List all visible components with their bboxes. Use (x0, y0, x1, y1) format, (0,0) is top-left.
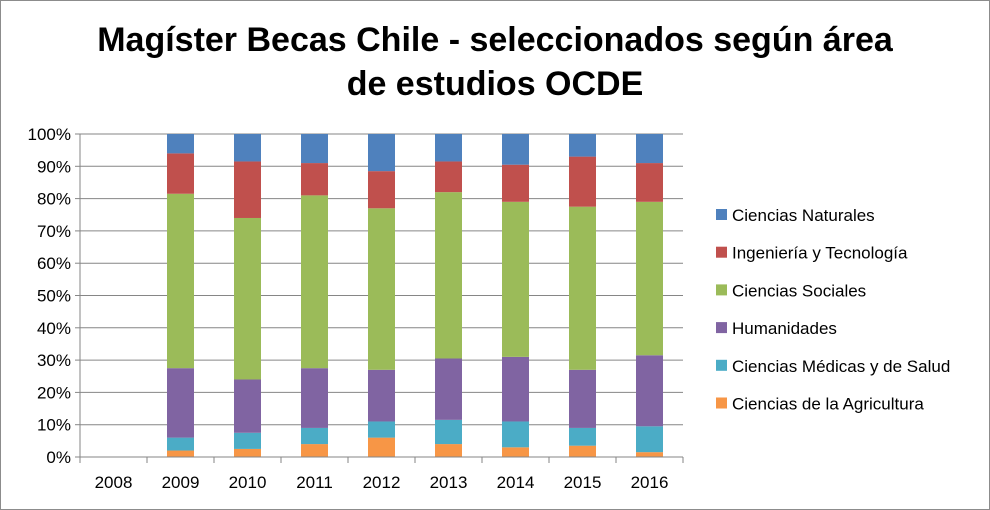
bar-segment (435, 192, 462, 359)
bar-segment (234, 432, 261, 449)
bar-segment (435, 358, 462, 420)
legend: Ciencias Naturales Ingeniería y Tecnologí… (716, 206, 950, 414)
bar-segment (234, 448, 261, 457)
y-tick-label: 100% (28, 125, 71, 144)
bar-segment (636, 201, 663, 356)
y-tick-label: 30% (37, 351, 71, 370)
bar-segment (502, 421, 529, 448)
legend-label: Humanidades (732, 319, 837, 338)
bar-segment (502, 447, 529, 457)
bar-segment (167, 368, 194, 438)
y-tick-label: 40% (37, 319, 71, 338)
y-tick-label: 0% (46, 448, 71, 467)
bar-segment (636, 163, 663, 202)
legend-label: Ciencias Sociales (732, 281, 866, 300)
x-tick-label: 2014 (497, 473, 535, 492)
chart-title-line-1: Magíster Becas Chile - seleccionados seg… (97, 21, 893, 59)
bar-segment (234, 134, 261, 162)
axes: 0% 10% 20% 30% 40% 50% 60% 70% 80% 90% 100% 2008 200… (28, 125, 684, 492)
y-tick-label: 20% (37, 383, 71, 402)
bar-segment (167, 153, 194, 194)
bar-segment (502, 134, 529, 165)
y-tick-label: 70% (37, 222, 71, 241)
bar-segment (435, 419, 462, 445)
x-tick-label: 2011 (296, 473, 333, 492)
bar-segment (368, 421, 395, 438)
bar-segment (636, 426, 663, 453)
legend-label: Ciencias Médicas y de Salud (732, 357, 950, 376)
bar-segment (368, 208, 395, 370)
legend-swatch (716, 246, 727, 258)
bar-segment (301, 195, 328, 369)
bar-segment (234, 379, 261, 433)
x-tick-label: 2016 (631, 473, 669, 492)
x-tick-label: 2008 (95, 473, 133, 492)
bar-segment (636, 452, 663, 457)
bar-segment (301, 427, 328, 445)
bar-segment (167, 437, 194, 451)
y-tick-label: 50% (37, 287, 71, 306)
bar-segment (435, 444, 462, 457)
bar-segment (167, 450, 194, 457)
legend-label: Ciencias Naturales (732, 206, 875, 225)
bar-segment (301, 134, 328, 164)
x-tick-label: 2009 (162, 473, 200, 492)
legend-label: Ciencias de la Agricultura (732, 395, 924, 414)
bar-segment (368, 369, 395, 422)
bar-segment (368, 134, 395, 172)
bar-segment (167, 134, 194, 154)
bar-segment (636, 134, 663, 164)
legend-swatch (716, 359, 727, 371)
legend-swatch (716, 209, 727, 220)
bar-segment (167, 193, 194, 369)
x-tick-label: 2012 (363, 473, 401, 492)
bar-segment (435, 134, 462, 162)
bar-segment (435, 161, 462, 193)
x-tick-label: 2010 (229, 473, 267, 492)
y-tick-label: 10% (37, 416, 71, 435)
x-tick-label: 2015 (564, 473, 602, 492)
bar-segment (234, 161, 261, 218)
bar-segment (301, 444, 328, 457)
y-tick-label: 80% (37, 190, 71, 209)
legend-swatch (716, 284, 727, 296)
legend-swatch (716, 397, 727, 409)
bar-segment (569, 445, 596, 457)
bar-segment (368, 437, 395, 457)
chart-title-line-2: de estudios OCDE (346, 65, 644, 103)
bar-segment (569, 206, 596, 370)
bar-segment (636, 355, 663, 427)
bar-segment (502, 201, 529, 357)
bar-segment (569, 134, 596, 157)
bars (167, 134, 663, 457)
y-tick-label: 90% (37, 157, 71, 176)
legend-swatch (716, 322, 727, 334)
x-tick-label: 2013 (430, 473, 468, 492)
bar-segment (569, 156, 596, 207)
y-tick-label: 60% (37, 254, 71, 273)
bar-segment (301, 163, 328, 196)
bar-segment (368, 171, 395, 209)
bar-segment (569, 369, 596, 428)
bar-segment (301, 368, 328, 428)
legend-label: Ingeniería y Tecnología (732, 244, 908, 263)
chart-title: Magíster Becas Chile - seleccionados seg… (0, 18, 990, 106)
bar-segment (234, 217, 261, 380)
bar-segment (502, 356, 529, 422)
bar-segment (569, 427, 596, 446)
bar-segment (502, 164, 529, 202)
